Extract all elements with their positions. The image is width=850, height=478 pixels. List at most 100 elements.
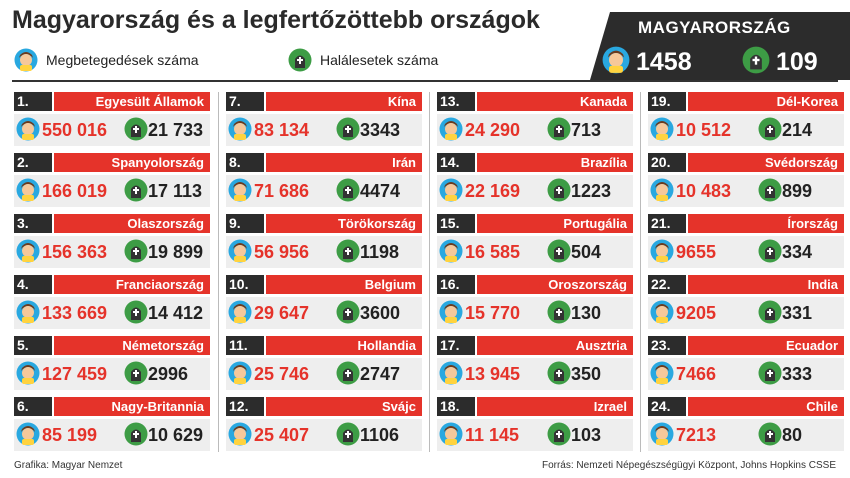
- stats-row: 16 585 504: [437, 236, 633, 268]
- stats-row: 9655 334: [648, 236, 844, 268]
- grave-icon: [742, 46, 770, 74]
- deaths-value: 21 733: [148, 120, 204, 140]
- person-face-icon: [439, 300, 463, 329]
- deaths-value: 333: [782, 364, 813, 384]
- grave-icon: [124, 239, 148, 268]
- grave-icon: [124, 178, 148, 207]
- deaths-value: 17 113: [148, 181, 203, 201]
- person-face-icon: [439, 422, 463, 451]
- country-card: 23. Ecuador 7466 333: [648, 336, 844, 390]
- cases-value: 166 019: [42, 181, 108, 201]
- grave-icon: [336, 300, 360, 329]
- rank-label: 24.: [648, 397, 686, 416]
- deaths-value: 10 629: [148, 425, 204, 445]
- grave-icon: [336, 178, 360, 207]
- grave-icon: [758, 117, 782, 146]
- stats-row: 11 145 103: [437, 419, 633, 451]
- stats-row: 127 459 2996: [14, 358, 210, 390]
- country-card: 16. Oroszország 15 770 130: [437, 275, 633, 329]
- grave-icon: [758, 361, 782, 390]
- country-name: Brazília: [477, 153, 633, 172]
- rank-label: 11.: [226, 336, 264, 355]
- rank-label: 10.: [226, 275, 264, 294]
- stats-row: 24 290 713: [437, 114, 633, 146]
- person-face-icon: [650, 422, 674, 451]
- country-card: 6. Nagy-Britannia 85 199 10 629: [14, 397, 210, 451]
- person-face-icon: [16, 178, 40, 207]
- cases-value: 85 199: [42, 425, 98, 445]
- stats-row: 7466 333: [648, 358, 844, 390]
- country-card: 8. Irán 71 686 4474: [226, 153, 422, 207]
- legend-cases: Megbetegedések száma: [14, 48, 199, 72]
- person-face-icon: [16, 422, 40, 451]
- cases-value: 16 585: [465, 242, 521, 262]
- country-card: 12. Svájc 25 407 1106: [226, 397, 422, 451]
- grave-icon: [336, 361, 360, 390]
- cases-value: 7213: [676, 425, 717, 445]
- rank-label: 12.: [226, 397, 264, 416]
- hungary-deaths: 109: [776, 48, 818, 76]
- rank-label: 16.: [437, 275, 475, 294]
- person-face-icon: [650, 361, 674, 390]
- rank-label: 19.: [648, 92, 686, 111]
- country-name: Hollandia: [266, 336, 422, 355]
- deaths-value: 19 899: [148, 242, 204, 262]
- stats-row: 10 512 214: [648, 114, 844, 146]
- cases-value: 15 770: [465, 303, 521, 323]
- stats-row: 71 686 4474: [226, 175, 422, 207]
- cases-value: 550 016: [42, 120, 108, 140]
- deaths-value: 1198: [360, 242, 400, 262]
- rank-label: 22.: [648, 275, 686, 294]
- person-face-icon: [650, 300, 674, 329]
- rank-label: 1.: [14, 92, 52, 111]
- rank-label: 3.: [14, 214, 52, 233]
- country-card: 22. India 9205 331: [648, 275, 844, 329]
- deaths-value: 899: [782, 181, 813, 201]
- rank-label: 9.: [226, 214, 264, 233]
- person-face-icon: [650, 178, 674, 207]
- rank-label: 18.: [437, 397, 475, 416]
- deaths-value: 80: [782, 425, 803, 445]
- person-face-icon: [16, 117, 40, 146]
- stats-row: 29 647 3600: [226, 297, 422, 329]
- person-face-icon: [439, 117, 463, 146]
- cases-value: 71 686: [254, 181, 310, 201]
- person-face-icon: [650, 239, 674, 268]
- deaths-value: 2747: [360, 364, 401, 384]
- rank-label: 4.: [14, 275, 52, 294]
- country-name: Spanyolország: [54, 153, 210, 172]
- person-face-icon: [228, 300, 252, 329]
- country-card: 1. Egyesült Államok 550 016 21 733: [14, 92, 210, 146]
- cases-value: 11 145: [465, 425, 520, 445]
- person-face-icon: [16, 300, 40, 329]
- country-name: Egyesült Államok: [54, 92, 210, 111]
- country-card: 3. Olaszország 156 363 19 899: [14, 214, 210, 268]
- stats-row: 25 407 1106: [226, 419, 422, 451]
- grave-icon: [124, 361, 148, 390]
- grave-icon: [288, 48, 312, 72]
- cases-value: 10 512: [676, 120, 732, 140]
- column-divider: [640, 92, 641, 452]
- deaths-value: 1223: [571, 181, 612, 201]
- cases-value: 9655: [676, 242, 717, 262]
- stats-row: 133 669 14 412: [14, 297, 210, 329]
- deaths-value: 331: [782, 303, 813, 323]
- person-face-icon: [650, 117, 674, 146]
- cases-value: 127 459: [42, 364, 108, 384]
- column-divider: [429, 92, 430, 452]
- cases-value: 22 169: [465, 181, 521, 201]
- cases-value: 156 363: [42, 242, 108, 262]
- grave-icon: [124, 300, 148, 329]
- country-name: Irán: [266, 153, 422, 172]
- grave-icon: [124, 117, 148, 146]
- footer-graphic: Grafika: Magyar Nemzet: [14, 460, 123, 471]
- country-name: Svédország: [688, 153, 844, 172]
- rank-label: 15.: [437, 214, 475, 233]
- deaths-value: 4474: [360, 181, 401, 201]
- hungary-label: MAGYARORSZÁG: [638, 18, 791, 37]
- country-name: Törökország: [266, 214, 422, 233]
- country-card: 5. Németország 127 459 2996: [14, 336, 210, 390]
- grave-icon: [547, 361, 571, 390]
- legend-deaths: Halálesetek száma: [288, 48, 438, 72]
- cases-value: 83 134: [254, 120, 310, 140]
